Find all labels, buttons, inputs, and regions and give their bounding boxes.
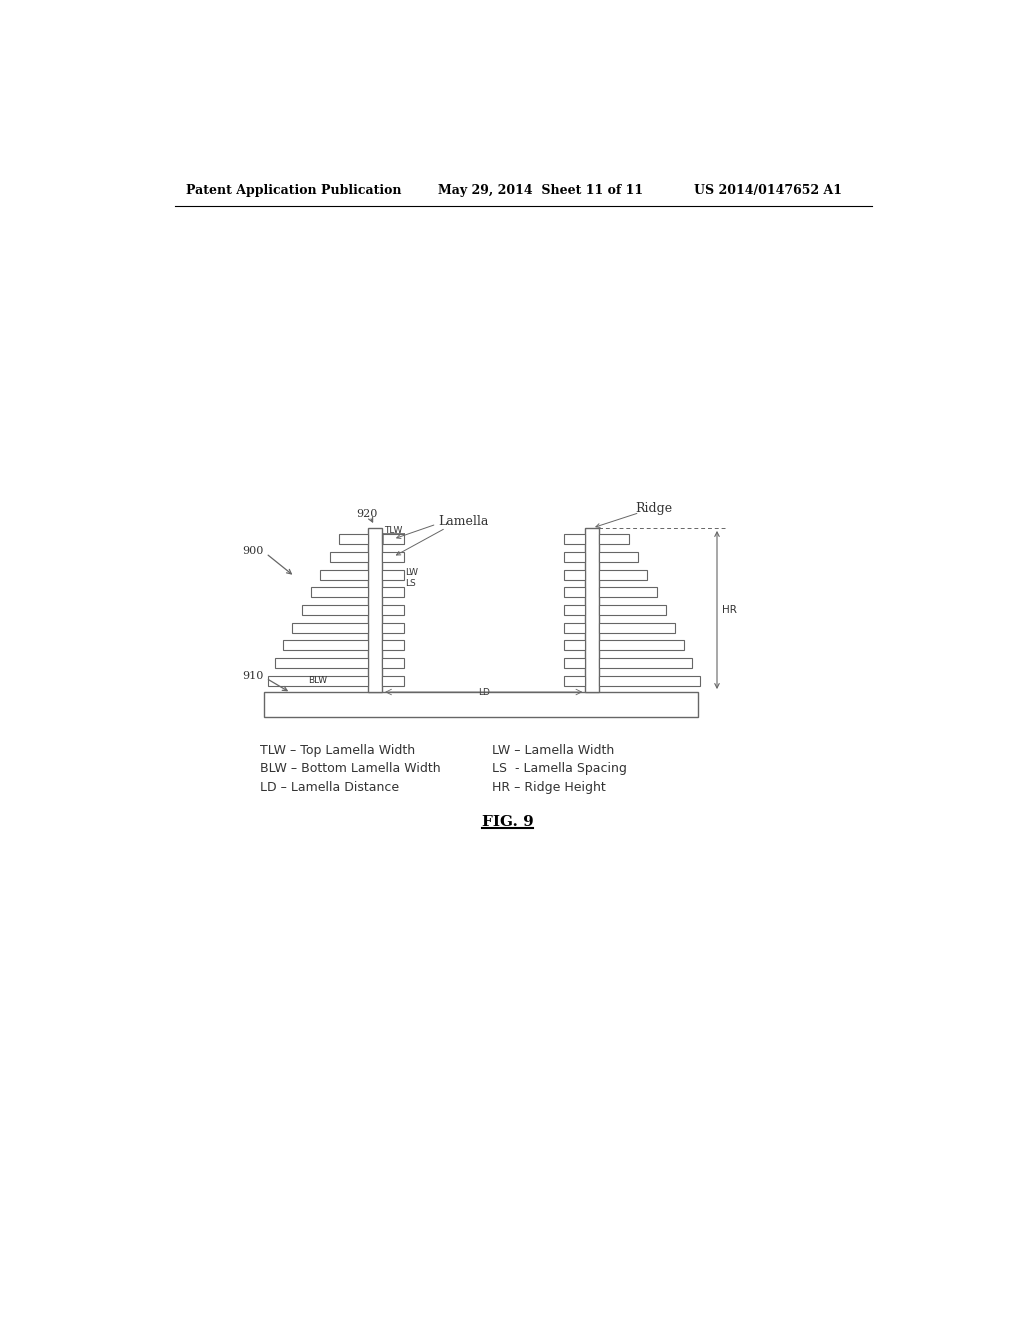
Text: US 2014/0147652 A1: US 2014/0147652 A1 [693, 185, 842, 197]
Bar [369, 528, 382, 692]
Bar [563, 640, 586, 651]
Bar [599, 623, 675, 632]
Bar [599, 587, 656, 598]
Text: 910: 910 [243, 671, 264, 681]
Text: HR: HR [722, 605, 736, 615]
Bar [321, 570, 369, 579]
Bar [382, 552, 403, 562]
Text: FIG. 9: FIG. 9 [482, 816, 534, 829]
Text: BLW: BLW [308, 676, 328, 685]
Bar [563, 676, 586, 686]
Bar [599, 659, 692, 668]
Bar [599, 640, 684, 651]
Text: Lamella: Lamella [438, 515, 488, 528]
Bar [311, 587, 369, 598]
Bar [382, 587, 403, 598]
Bar [599, 552, 638, 562]
Text: Patent Application Publication: Patent Application Publication [186, 185, 401, 197]
Bar [283, 640, 369, 651]
Bar [599, 570, 647, 579]
Bar [599, 605, 666, 615]
Bar [382, 623, 403, 632]
Bar [382, 535, 403, 544]
Bar [382, 640, 403, 651]
Bar [563, 587, 586, 598]
Text: LD: LD [478, 688, 489, 697]
Bar [382, 570, 403, 579]
Text: 920: 920 [356, 510, 378, 519]
Bar [339, 535, 369, 544]
Bar [599, 676, 700, 686]
Bar [263, 692, 697, 717]
Bar [267, 676, 369, 686]
Text: 900: 900 [243, 546, 264, 556]
Text: LS  - Lamella Spacing: LS - Lamella Spacing [493, 762, 627, 775]
Bar [382, 659, 403, 668]
Bar [563, 605, 586, 615]
Bar [563, 623, 586, 632]
Text: LD – Lamella Distance: LD – Lamella Distance [260, 780, 399, 793]
Text: TLW – Top Lamella Width: TLW – Top Lamella Width [260, 743, 415, 756]
Bar [382, 605, 403, 615]
Bar [275, 659, 369, 668]
Text: HR – Ridge Height: HR – Ridge Height [493, 780, 606, 793]
Bar [563, 552, 586, 562]
Text: LW: LW [406, 568, 419, 577]
Text: LW – Lamella Width: LW – Lamella Width [493, 743, 614, 756]
Bar [599, 535, 629, 544]
Bar [586, 528, 599, 692]
Bar [563, 659, 586, 668]
Text: LS: LS [406, 579, 416, 587]
Text: May 29, 2014  Sheet 11 of 11: May 29, 2014 Sheet 11 of 11 [438, 185, 643, 197]
Text: TLW: TLW [384, 527, 402, 536]
Bar [292, 623, 369, 632]
Bar [563, 535, 586, 544]
Bar [302, 605, 369, 615]
Text: BLW – Bottom Lamella Width: BLW – Bottom Lamella Width [260, 762, 440, 775]
Bar [382, 676, 403, 686]
Bar [563, 570, 586, 579]
Text: Ridge: Ridge [636, 502, 673, 515]
Bar [330, 552, 369, 562]
